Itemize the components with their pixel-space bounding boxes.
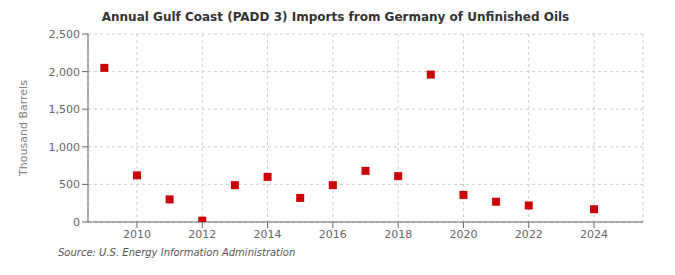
svg-text:2024: 2024 (580, 228, 608, 241)
svg-text:Thousand Barrels: Thousand Barrels (17, 80, 30, 177)
svg-text:1,000: 1,000 (49, 141, 81, 154)
html-text:Annual Gulf Coast (PADD 3) Imp: Annual Gulf Coast (PADD 3) Imports from … (101, 10, 570, 24)
svg-text:2,000: 2,000 (49, 66, 81, 79)
svg-text:2020: 2020 (449, 228, 477, 241)
svg-text:2,500: 2,500 (49, 28, 81, 41)
svg-text:500: 500 (59, 178, 80, 191)
svg-text:2014: 2014 (254, 228, 282, 241)
svg-text:1,500: 1,500 (49, 103, 81, 116)
svg-text:0: 0 (73, 216, 80, 229)
svg-text:2010: 2010 (123, 228, 151, 241)
svg-text:2012: 2012 (188, 228, 216, 241)
svg-text:2018: 2018 (384, 228, 412, 241)
svg-text:2016: 2016 (319, 228, 347, 241)
html-text:Source: U.S. Energy Informatio: Source: U.S. Energy Information Administ… (58, 247, 296, 258)
svg-text:2022: 2022 (515, 228, 543, 241)
